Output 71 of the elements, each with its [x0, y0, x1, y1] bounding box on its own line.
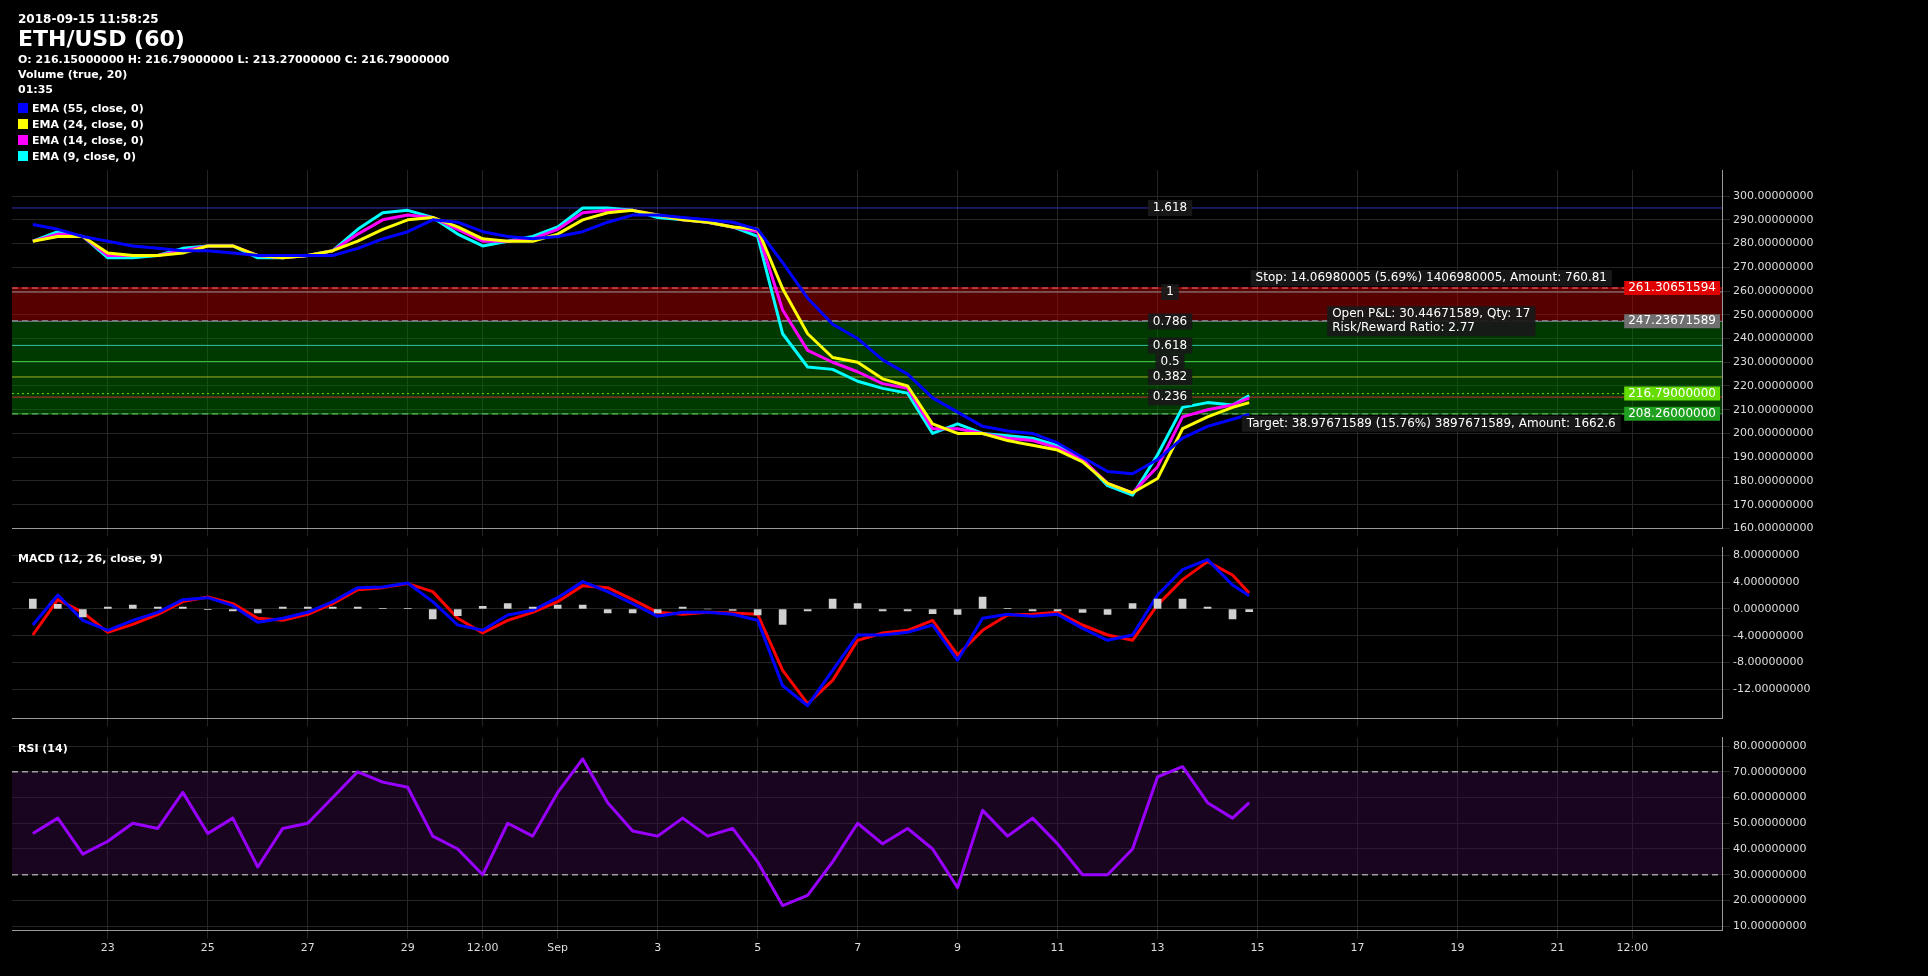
- y-tick-label: 300.00000000: [1733, 188, 1814, 202]
- y-tick-label: 170.00000000: [1733, 497, 1814, 511]
- y-tick-label: 20.00000000: [1733, 893, 1807, 907]
- x-tick-label: 13: [1150, 941, 1165, 955]
- y-tick-label: 270.00000000: [1733, 260, 1814, 274]
- annotation: 0.382: [1152, 369, 1188, 384]
- annotation: 1.618: [1152, 200, 1188, 215]
- legend-label: EMA (24, close, 0): [32, 118, 144, 131]
- ref-line-label: 247.23671589: [1628, 313, 1716, 328]
- y-tick-label: 220.00000000: [1733, 378, 1814, 392]
- annotation: 1: [1166, 284, 1174, 299]
- x-tick-label: 21: [1550, 941, 1565, 955]
- text: Volume (true, 20): [18, 68, 129, 81]
- x-tick-label: 23: [100, 941, 115, 955]
- y-tick-label: 10.00000000: [1733, 919, 1807, 933]
- annotation: Stop: 14.06980005 (5.69%) 1406980005, Amount: 760.81: [1255, 270, 1608, 285]
- x-tick-label: 11: [1050, 941, 1065, 955]
- ref-line-label: 261.30651594: [1628, 280, 1716, 295]
- y-tick-label: 50.00000000: [1733, 816, 1807, 830]
- annotation: 0.236: [1152, 389, 1188, 404]
- y-tick-label: 30.00000000: [1733, 867, 1807, 881]
- annotation: Target: 38.97671589 (15.76%) 3897671589, Amount: 1662.6: [1245, 415, 1616, 430]
- y-tick-label: -12.00000000: [1733, 681, 1811, 695]
- x-tick-label: 5: [754, 941, 762, 955]
- annotation: 0.786: [1152, 313, 1188, 328]
- y-tick-label: 200.00000000: [1733, 426, 1814, 440]
- x-tick-label: 15: [1250, 941, 1265, 955]
- y-tick-label: -8.00000000: [1733, 655, 1804, 669]
- x-tick-label: 7: [854, 941, 862, 955]
- chart-title: MACD (12, 26, close, 9): [18, 551, 163, 565]
- y-tick-label: 210.00000000: [1733, 402, 1814, 416]
- text: 01:35: [18, 83, 54, 96]
- chart-title: RSI (14): [18, 741, 68, 755]
- legend-label: EMA (9, close, 0): [32, 150, 137, 163]
- legend-label: EMA (14, close, 0): [32, 134, 144, 147]
- y-tick-label: 70.00000000: [1733, 764, 1807, 778]
- y-tick-label: 60.00000000: [1733, 790, 1807, 804]
- y-tick-label: 0.00000000: [1733, 601, 1800, 615]
- x-tick-label: Sep: [547, 941, 569, 955]
- y-tick-label: 160.00000000: [1733, 521, 1814, 535]
- legend-label: EMA (55, close, 0): [32, 102, 144, 115]
- x-tick-label: 27: [300, 941, 315, 955]
- chart-subtitle: 2018-09-15 11:58:25: [18, 12, 160, 26]
- x-tick-label: 9: [954, 941, 962, 955]
- y-tick-label: 80.00000000: [1733, 738, 1807, 752]
- annotation: 0.618: [1152, 337, 1188, 352]
- x-tick-label: 25: [200, 941, 215, 955]
- y-tick-label: 240.00000000: [1733, 331, 1814, 345]
- y-tick-label: 280.00000000: [1733, 236, 1814, 250]
- y-tick-label: 250.00000000: [1733, 307, 1814, 321]
- x-tick-label: 12:00: [466, 941, 499, 955]
- chart-title: ETH/USD (60): [18, 26, 186, 51]
- ref-line-label: 208.26000000: [1628, 405, 1716, 420]
- y-tick-label: 8.00000000: [1733, 548, 1800, 562]
- y-tick-label: 260.00000000: [1733, 283, 1814, 297]
- y-tick-label: -4.00000000: [1733, 628, 1804, 642]
- y-tick-label: 40.00000000: [1733, 841, 1807, 855]
- x-tick-label: 19: [1450, 941, 1465, 955]
- x-tick-label: 12:00: [1616, 941, 1649, 955]
- x-tick-label: 3: [654, 941, 662, 955]
- y-tick-label: 230.00000000: [1733, 355, 1814, 369]
- y-tick-label: 290.00000000: [1733, 212, 1814, 226]
- y-tick-label: 190.00000000: [1733, 450, 1814, 464]
- annotation: 0.5: [1160, 353, 1180, 368]
- text: O: 216.15000000 H: 216.79000000 L: 213.27000000 C: 216.79000000: [18, 53, 451, 66]
- x-tick-label: 29: [400, 941, 415, 955]
- ref-line-label: 216.79000000: [1628, 385, 1716, 400]
- y-tick-label: 4.00000000: [1733, 575, 1800, 589]
- x-tick-label: 17: [1350, 941, 1365, 955]
- y-tick-label: 180.00000000: [1733, 473, 1814, 487]
- annotation: Open P&L: 30.44671589, Qty: 17 Risk/Reward Ratio: 2.77: [1332, 306, 1531, 335]
